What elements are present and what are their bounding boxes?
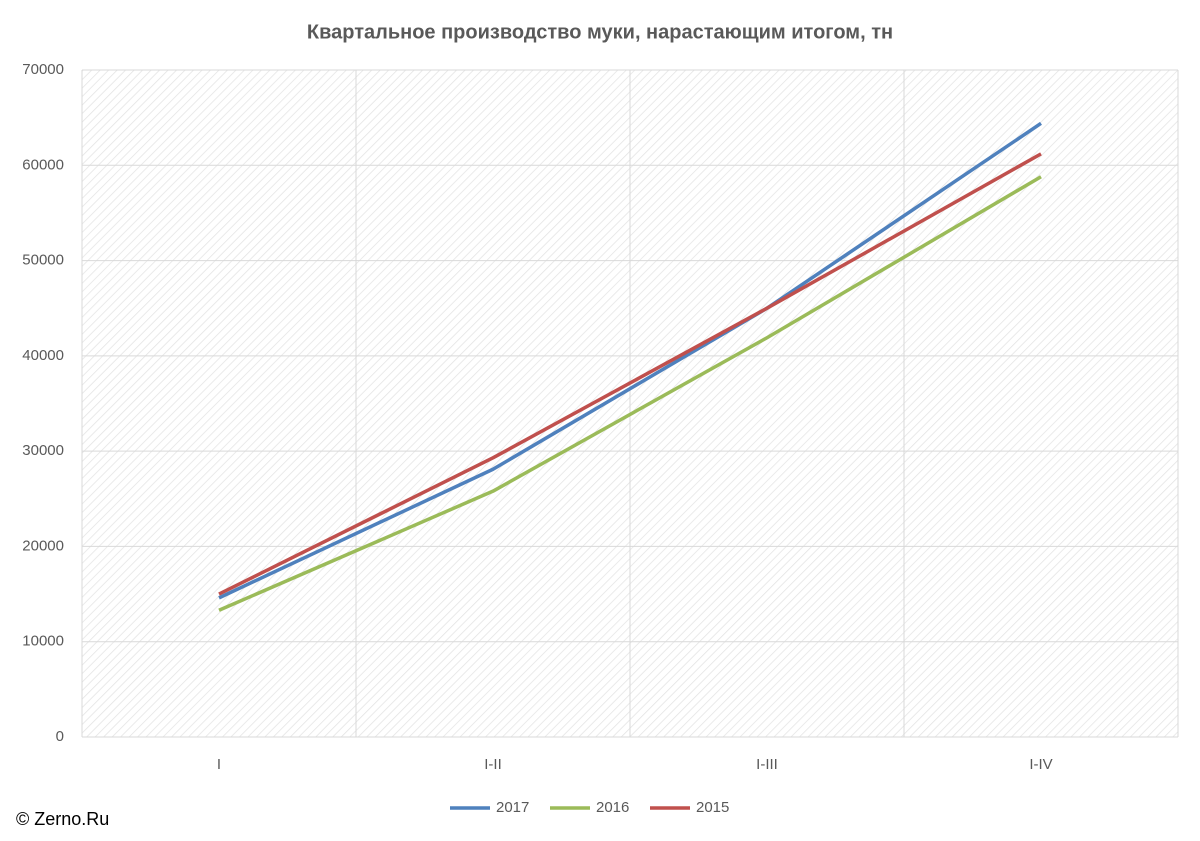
- legend-label: 2016: [596, 799, 629, 816]
- series-line: [218, 175, 1042, 612]
- x-tick-label: I-IV: [1029, 756, 1052, 773]
- y-tick-label: 50000: [22, 252, 64, 269]
- x-tick-label: I-II: [484, 756, 502, 773]
- y-tick-label: 30000: [22, 442, 64, 459]
- y-tick-label: 20000: [22, 537, 64, 554]
- credit: © Zerno.Ru: [16, 809, 109, 829]
- y-tick-label: 60000: [22, 156, 64, 173]
- y-tick-label: 10000: [22, 633, 64, 650]
- y-tick-label: 40000: [22, 347, 64, 364]
- legend-label: 2015: [696, 799, 729, 816]
- series-line: [218, 152, 1042, 596]
- x-tick-label: I: [217, 756, 221, 773]
- y-tick-label: 70000: [22, 61, 64, 78]
- series-line: [218, 121, 1042, 600]
- legend-label: 2017: [496, 799, 529, 816]
- x-tick-label: I-III: [756, 756, 778, 773]
- y-tick-label: 0: [56, 728, 64, 745]
- chart-title: Квартальное производство муки, нарастающ…: [307, 21, 893, 43]
